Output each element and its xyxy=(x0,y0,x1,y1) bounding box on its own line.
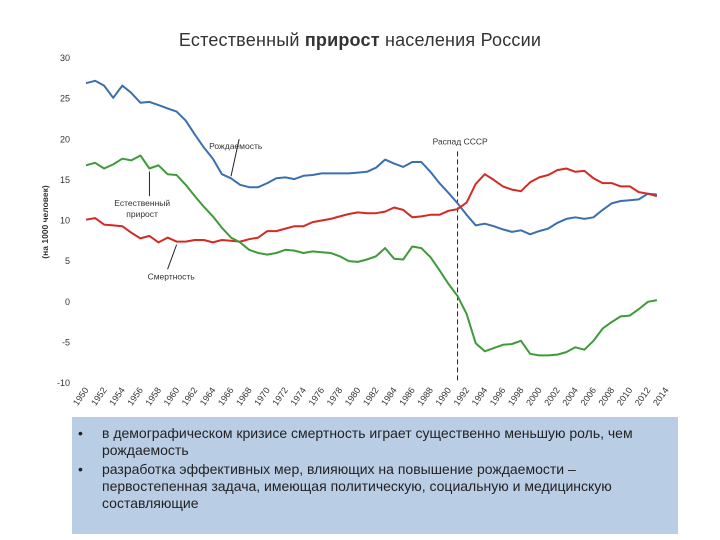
annotation-natural: Естественный xyxy=(114,198,170,208)
x-tick-labels: 1950195219541956195819601962196419661968… xyxy=(71,385,671,407)
annotation-deaths: Смертность xyxy=(148,271,196,281)
y-tick-label: 5 xyxy=(65,256,70,266)
x-tick-label: 1990 xyxy=(433,385,453,407)
x-tick-label: 1976 xyxy=(307,385,327,407)
y-tick-label: -5 xyxy=(62,337,70,347)
x-tick-label: 1960 xyxy=(162,385,182,407)
x-tick-label: 1970 xyxy=(252,385,272,407)
y-tick-labels: -10 -5 0 5 10 15 20 25 30 xyxy=(57,53,70,388)
annotation-natural-line2: прирост xyxy=(126,209,158,219)
conclusion-item: • в демографическом кризисе смертность иг… xyxy=(78,425,666,459)
x-tick-label: 1966 xyxy=(216,385,236,407)
x-tick-label: 1962 xyxy=(180,385,200,407)
y-axis-label: (на 1000 человек) xyxy=(40,185,50,259)
x-tick-label: 2004 xyxy=(560,385,580,407)
annotation-leader xyxy=(230,139,240,177)
x-tick-label: 1958 xyxy=(143,385,163,407)
x-tick-label: 1952 xyxy=(89,385,109,407)
x-tick-label: 1968 xyxy=(234,385,254,407)
x-tick-label: 1994 xyxy=(470,385,490,407)
x-tick-label: 1964 xyxy=(198,385,218,407)
bullet-icon: • xyxy=(78,425,83,441)
x-tick-label: 1954 xyxy=(107,385,127,407)
x-tick-label: 1972 xyxy=(270,385,290,407)
conclusion-text: разработка эффективных мер, влияющих на … xyxy=(102,461,612,511)
conclusions-list: • в демографическом кризисе смертность иг… xyxy=(72,417,678,512)
x-tick-label: 1986 xyxy=(397,385,417,407)
x-tick-label: 1992 xyxy=(452,385,472,407)
annotation-births: Рождаемость xyxy=(209,141,263,151)
x-tick-label: 1998 xyxy=(506,385,526,407)
y-tick-label: 30 xyxy=(60,53,70,63)
bullet-icon: • xyxy=(78,461,83,477)
chart-title: Естественный прирост населения России xyxy=(0,30,720,51)
x-tick-label: 1996 xyxy=(488,385,508,407)
series-line-natural xyxy=(85,154,658,357)
y-tick-label: 20 xyxy=(60,134,70,144)
x-tick-label: 2002 xyxy=(542,385,562,407)
title-part2: прирост xyxy=(304,30,380,50)
title-part1: Естественный xyxy=(178,30,300,50)
x-tick-label: 2014 xyxy=(651,385,671,407)
x-tick-label: 1950 xyxy=(71,385,91,407)
x-tick-label: 2006 xyxy=(578,385,598,407)
conclusions-box: • в демографическом кризисе смертность иг… xyxy=(72,417,678,534)
x-tick-label: 2012 xyxy=(633,385,653,407)
x-tick-label: 1982 xyxy=(361,385,381,407)
y-tick-label: 0 xyxy=(65,297,70,307)
x-tick-label: 1974 xyxy=(288,385,308,407)
series-line-deaths xyxy=(85,167,658,244)
y-tick-label: 15 xyxy=(60,175,70,185)
series-lines xyxy=(85,79,658,357)
y-tick-label: 10 xyxy=(60,216,70,226)
x-tick-label: 1988 xyxy=(415,385,435,407)
x-tick-label: 2010 xyxy=(615,385,635,407)
x-tick-label: 1984 xyxy=(379,385,399,407)
annotation-ussr: Распад СССР xyxy=(433,136,488,146)
x-tick-label: 2008 xyxy=(597,385,617,407)
y-tick-label: 25 xyxy=(60,94,70,104)
conclusion-item: • разработка эффективных мер, влияющих на… xyxy=(78,461,666,512)
title-part3: населения России xyxy=(384,30,542,50)
x-tick-label: 2000 xyxy=(524,385,544,407)
x-tick-label: 1980 xyxy=(343,385,363,407)
x-tick-label: 1956 xyxy=(125,385,145,407)
x-tick-label: 1978 xyxy=(325,385,345,407)
series-line-births xyxy=(85,79,657,236)
y-tick-label: -10 xyxy=(57,378,70,388)
annotation-leader xyxy=(167,244,178,270)
conclusion-text: в демографическом кризисе смертность игр… xyxy=(102,425,633,458)
